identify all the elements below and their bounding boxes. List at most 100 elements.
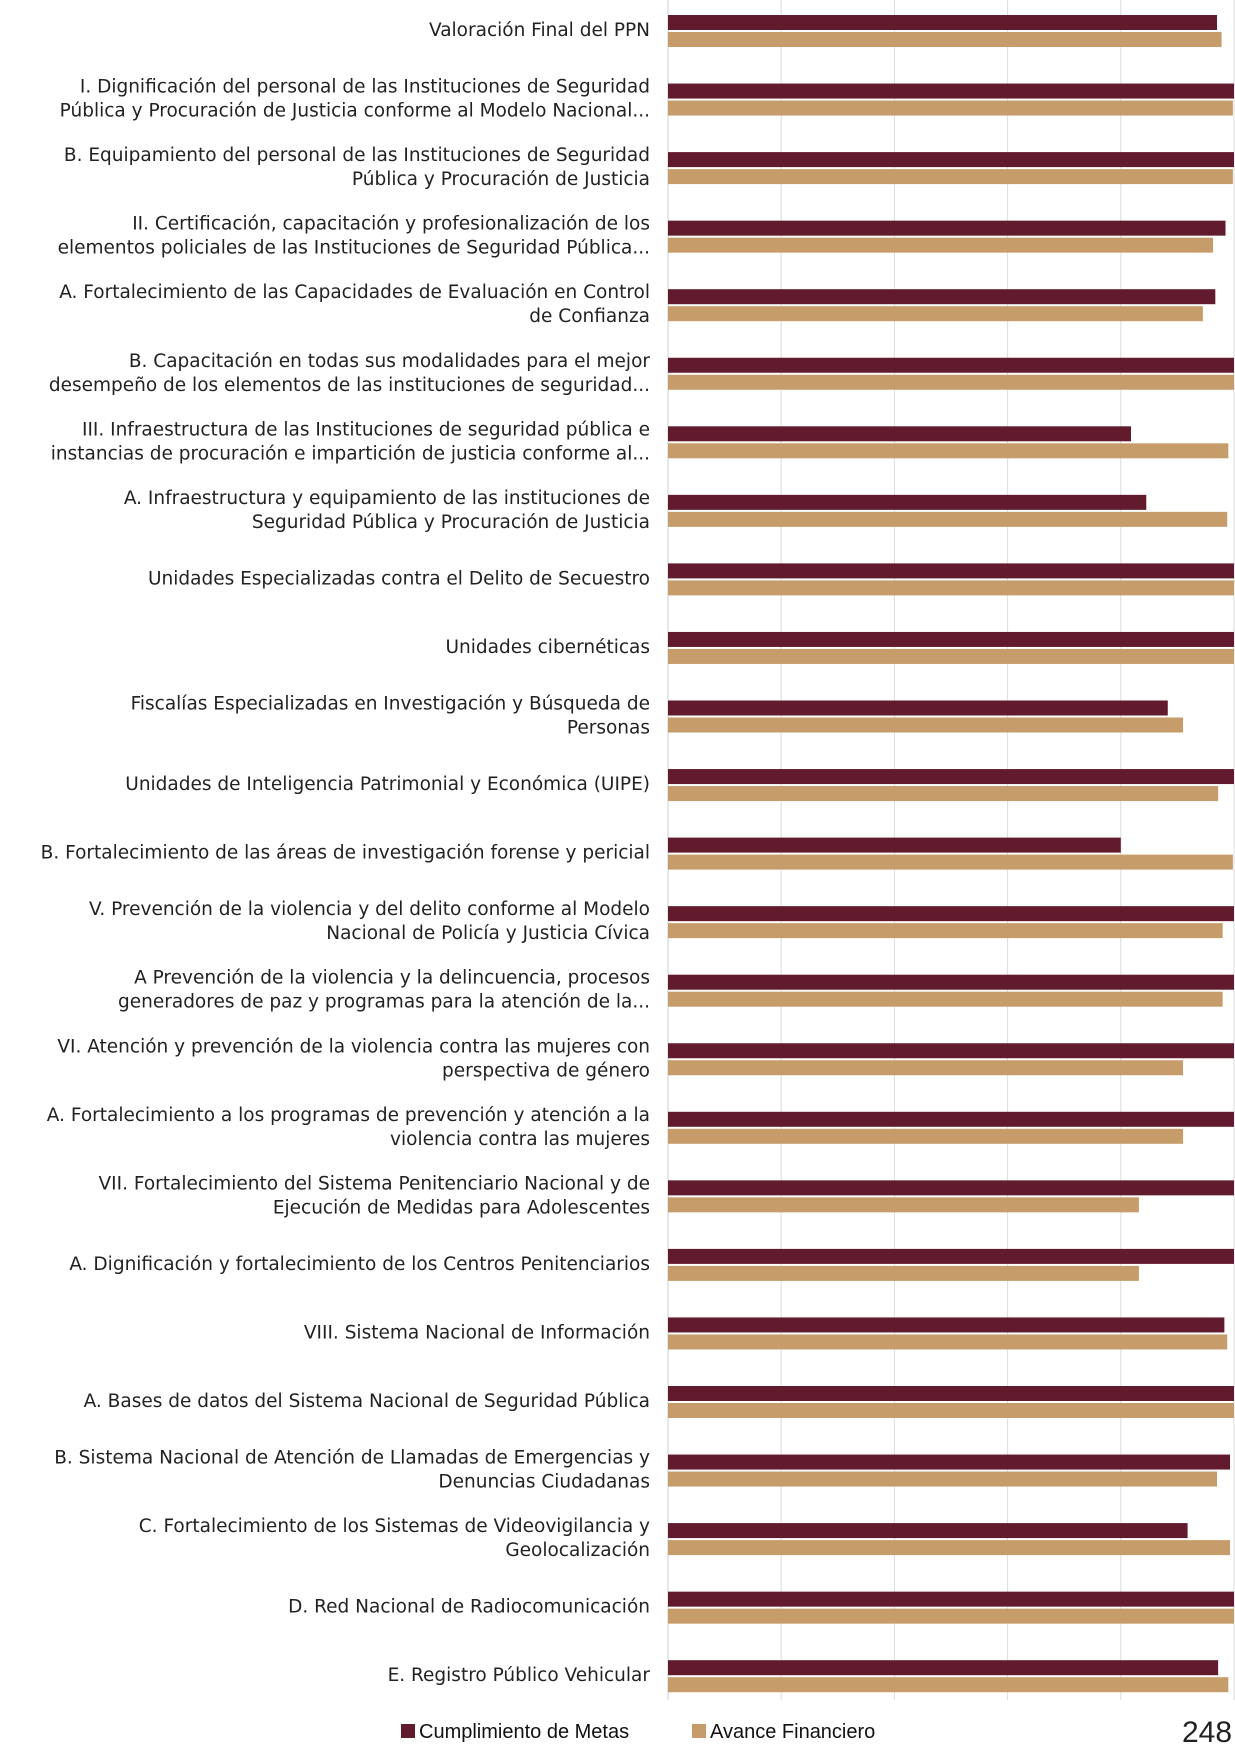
category-label-15: VI. Atención y prevención de la violenci…: [57, 1036, 650, 1081]
category-label-line: III. Infraestructura de las Institucione…: [82, 419, 650, 440]
category-label-line: VII. Fortalecimiento del Sistema Peniten…: [99, 1173, 650, 1194]
bar-cumplimiento-17: [668, 1180, 1234, 1196]
legend: Cumplimiento de Metas Avance Financiero: [401, 1721, 875, 1743]
category-label-11: Unidades de Inteligencia Patrimonial y E…: [125, 774, 650, 795]
bar-cumplimiento-14: [668, 974, 1234, 990]
category-label-9: Unidades cibernéticas: [446, 637, 651, 658]
category-label-line: B. Sistema Nacional de Atención de Llama…: [54, 1448, 650, 1469]
category-label-4: A. Fortalecimiento de las Capacidades de…: [59, 282, 650, 327]
legend-swatch-cumplimiento-de-metas: [401, 1724, 415, 1738]
bar-cumplimiento-0: [668, 15, 1218, 30]
category-label-line: Fiscalías Especializadas en Investigació…: [131, 694, 650, 715]
category-label-line: Pública y Procuración de Justicia confor…: [60, 101, 650, 122]
bar-avance-16: [668, 1128, 1184, 1144]
category-label-line: Unidades de Inteligencia Patrimonial y E…: [125, 774, 650, 795]
bars: [668, 15, 1234, 1693]
category-label-line: instancias de procuración e impartición …: [51, 443, 650, 464]
bar-avance-3: [668, 237, 1214, 253]
category-label-13: V. Prevención de la violencia y del deli…: [89, 899, 650, 944]
bar-avance-2: [668, 169, 1233, 185]
category-label-2: B. Equipamiento del personal de las Inst…: [64, 145, 650, 190]
category-label-line: A. Fortalecimiento de las Capacidades de…: [59, 282, 650, 303]
category-label-24: E. Registro Público Vehicular: [388, 1665, 651, 1686]
category-label-12: B. Fortalecimiento de las áreas de inves…: [41, 843, 650, 864]
bar-cumplimiento-2: [668, 152, 1234, 168]
category-label-17: VII. Fortalecimiento del Sistema Peniten…: [99, 1173, 650, 1218]
bar-cumplimiento-21: [668, 1454, 1231, 1470]
bar-cumplimiento-4: [668, 289, 1216, 305]
bar-avance-21: [668, 1471, 1218, 1487]
bar-avance-23: [668, 1608, 1234, 1624]
bar-avance-20: [668, 1403, 1234, 1418]
category-label-line: Geolocalización: [505, 1540, 650, 1561]
bar-cumplimiento-23: [668, 1591, 1234, 1607]
category-label-line: Denuncias Ciudadanas: [438, 1472, 650, 1493]
category-labels: Valoración Final del PPN I. Dignificación…: [41, 20, 651, 1686]
bar-avance-22: [668, 1540, 1231, 1556]
bar-cumplimiento-13: [668, 906, 1234, 922]
bar-cumplimiento-6: [668, 426, 1131, 442]
bar-cumplimiento-16: [668, 1111, 1234, 1127]
category-label-10: Fiscalías Especializadas en Investigació…: [131, 694, 650, 739]
category-label-line: de Confianza: [529, 306, 650, 327]
category-label-line: B. Fortalecimiento de las áreas de inves…: [41, 843, 650, 864]
category-label-0: Valoración Final del PPN: [429, 20, 650, 41]
category-label-line: A. Fortalecimiento a los programas de pr…: [47, 1105, 650, 1126]
bar-avance-10: [668, 717, 1184, 733]
bar-avance-7: [668, 511, 1228, 527]
category-label-line: Seguridad Pública y Procuración de Justi…: [252, 512, 650, 533]
bar-cumplimiento-22: [668, 1523, 1188, 1539]
category-label-line: A Prevención de la violencia y la delinc…: [134, 968, 650, 989]
bar-cumplimiento-12: [668, 837, 1121, 853]
category-label-line: II. Certificación, capacitación y profes…: [132, 214, 650, 235]
bar-avance-12: [668, 854, 1233, 870]
bar-cumplimiento-1: [668, 83, 1234, 99]
legend-label-cumplimiento-de-metas: Cumplimiento de Metas: [419, 1721, 629, 1743]
bar-avance-13: [668, 923, 1223, 939]
bar-avance-19: [668, 1334, 1228, 1350]
bar-cumplimiento-24: [668, 1660, 1219, 1676]
category-label-3: II. Certificación, capacitación y profes…: [58, 214, 650, 259]
bar-cumplimiento-5: [668, 357, 1234, 373]
category-label-14: A Prevención de la violencia y la delinc…: [118, 968, 650, 1013]
category-label-line: Unidades Especializadas contra el Delito…: [148, 568, 650, 589]
bar-avance-5: [668, 374, 1234, 390]
bar-cumplimiento-9: [668, 631, 1234, 647]
category-label-line: violencia contra las mujeres: [390, 1129, 650, 1150]
category-label-line: Pública y Procuración de Justicia: [352, 169, 650, 190]
page-number: 248: [1182, 1716, 1233, 1744]
category-label-8: Unidades Especializadas contra el Delito…: [148, 568, 650, 589]
category-label-16: A. Fortalecimiento a los programas de pr…: [47, 1105, 650, 1150]
category-label-line: desempeño de los elementos de las instit…: [49, 375, 650, 396]
category-label-line: B. Equipamiento del personal de las Inst…: [64, 145, 650, 166]
category-label-1: I. Dignificación del personal de las Ins…: [60, 77, 650, 122]
bar-avance-6: [668, 443, 1229, 459]
bar-avance-14: [668, 991, 1223, 1007]
category-label-line: C. Fortalecimiento de los Sistemas de Vi…: [139, 1516, 650, 1537]
bar-avance-24: [668, 1677, 1229, 1693]
category-label-line: elementos policiales de las Institucione…: [58, 238, 650, 259]
category-label-23: D. Red Nacional de Radiocomunicación: [288, 1597, 650, 1618]
category-label-line: Valoración Final del PPN: [429, 20, 650, 41]
bar-cumplimiento-10: [668, 700, 1168, 716]
bar-cumplimiento-11: [668, 769, 1234, 785]
category-label-22: C. Fortalecimiento de los Sistemas de Vi…: [139, 1516, 650, 1561]
category-label-5: B. Capacitación en todas sus modalidades…: [49, 351, 651, 396]
bar-cumplimiento-7: [668, 494, 1147, 510]
category-label-line: Ejecución de Medidas para Adolescentes: [273, 1197, 650, 1218]
bar-avance-9: [668, 648, 1234, 664]
category-label-line: V. Prevención de la violencia y del deli…: [89, 899, 650, 920]
bar-avance-15: [668, 1060, 1184, 1076]
category-label-line: A. Dignificación y fortalecimiento de lo…: [69, 1254, 650, 1275]
category-label-line: Unidades cibernéticas: [446, 637, 651, 658]
category-label-line: Nacional de Policía y Justicia Cívica: [326, 923, 650, 944]
category-label-line: VIII. Sistema Nacional de Información: [304, 1322, 650, 1343]
category-label-line: A. Infraestructura y equipamiento de las…: [124, 488, 650, 509]
bar-avance-4: [668, 306, 1203, 322]
category-label-6: III. Infraestructura de las Institucione…: [51, 419, 650, 464]
category-label-18: A. Dignificación y fortalecimiento de lo…: [69, 1254, 650, 1275]
category-label-line: B. Capacitación en todas sus modalidades…: [129, 351, 651, 372]
bar-cumplimiento-15: [668, 1043, 1234, 1059]
category-label-line: Personas: [567, 718, 650, 739]
